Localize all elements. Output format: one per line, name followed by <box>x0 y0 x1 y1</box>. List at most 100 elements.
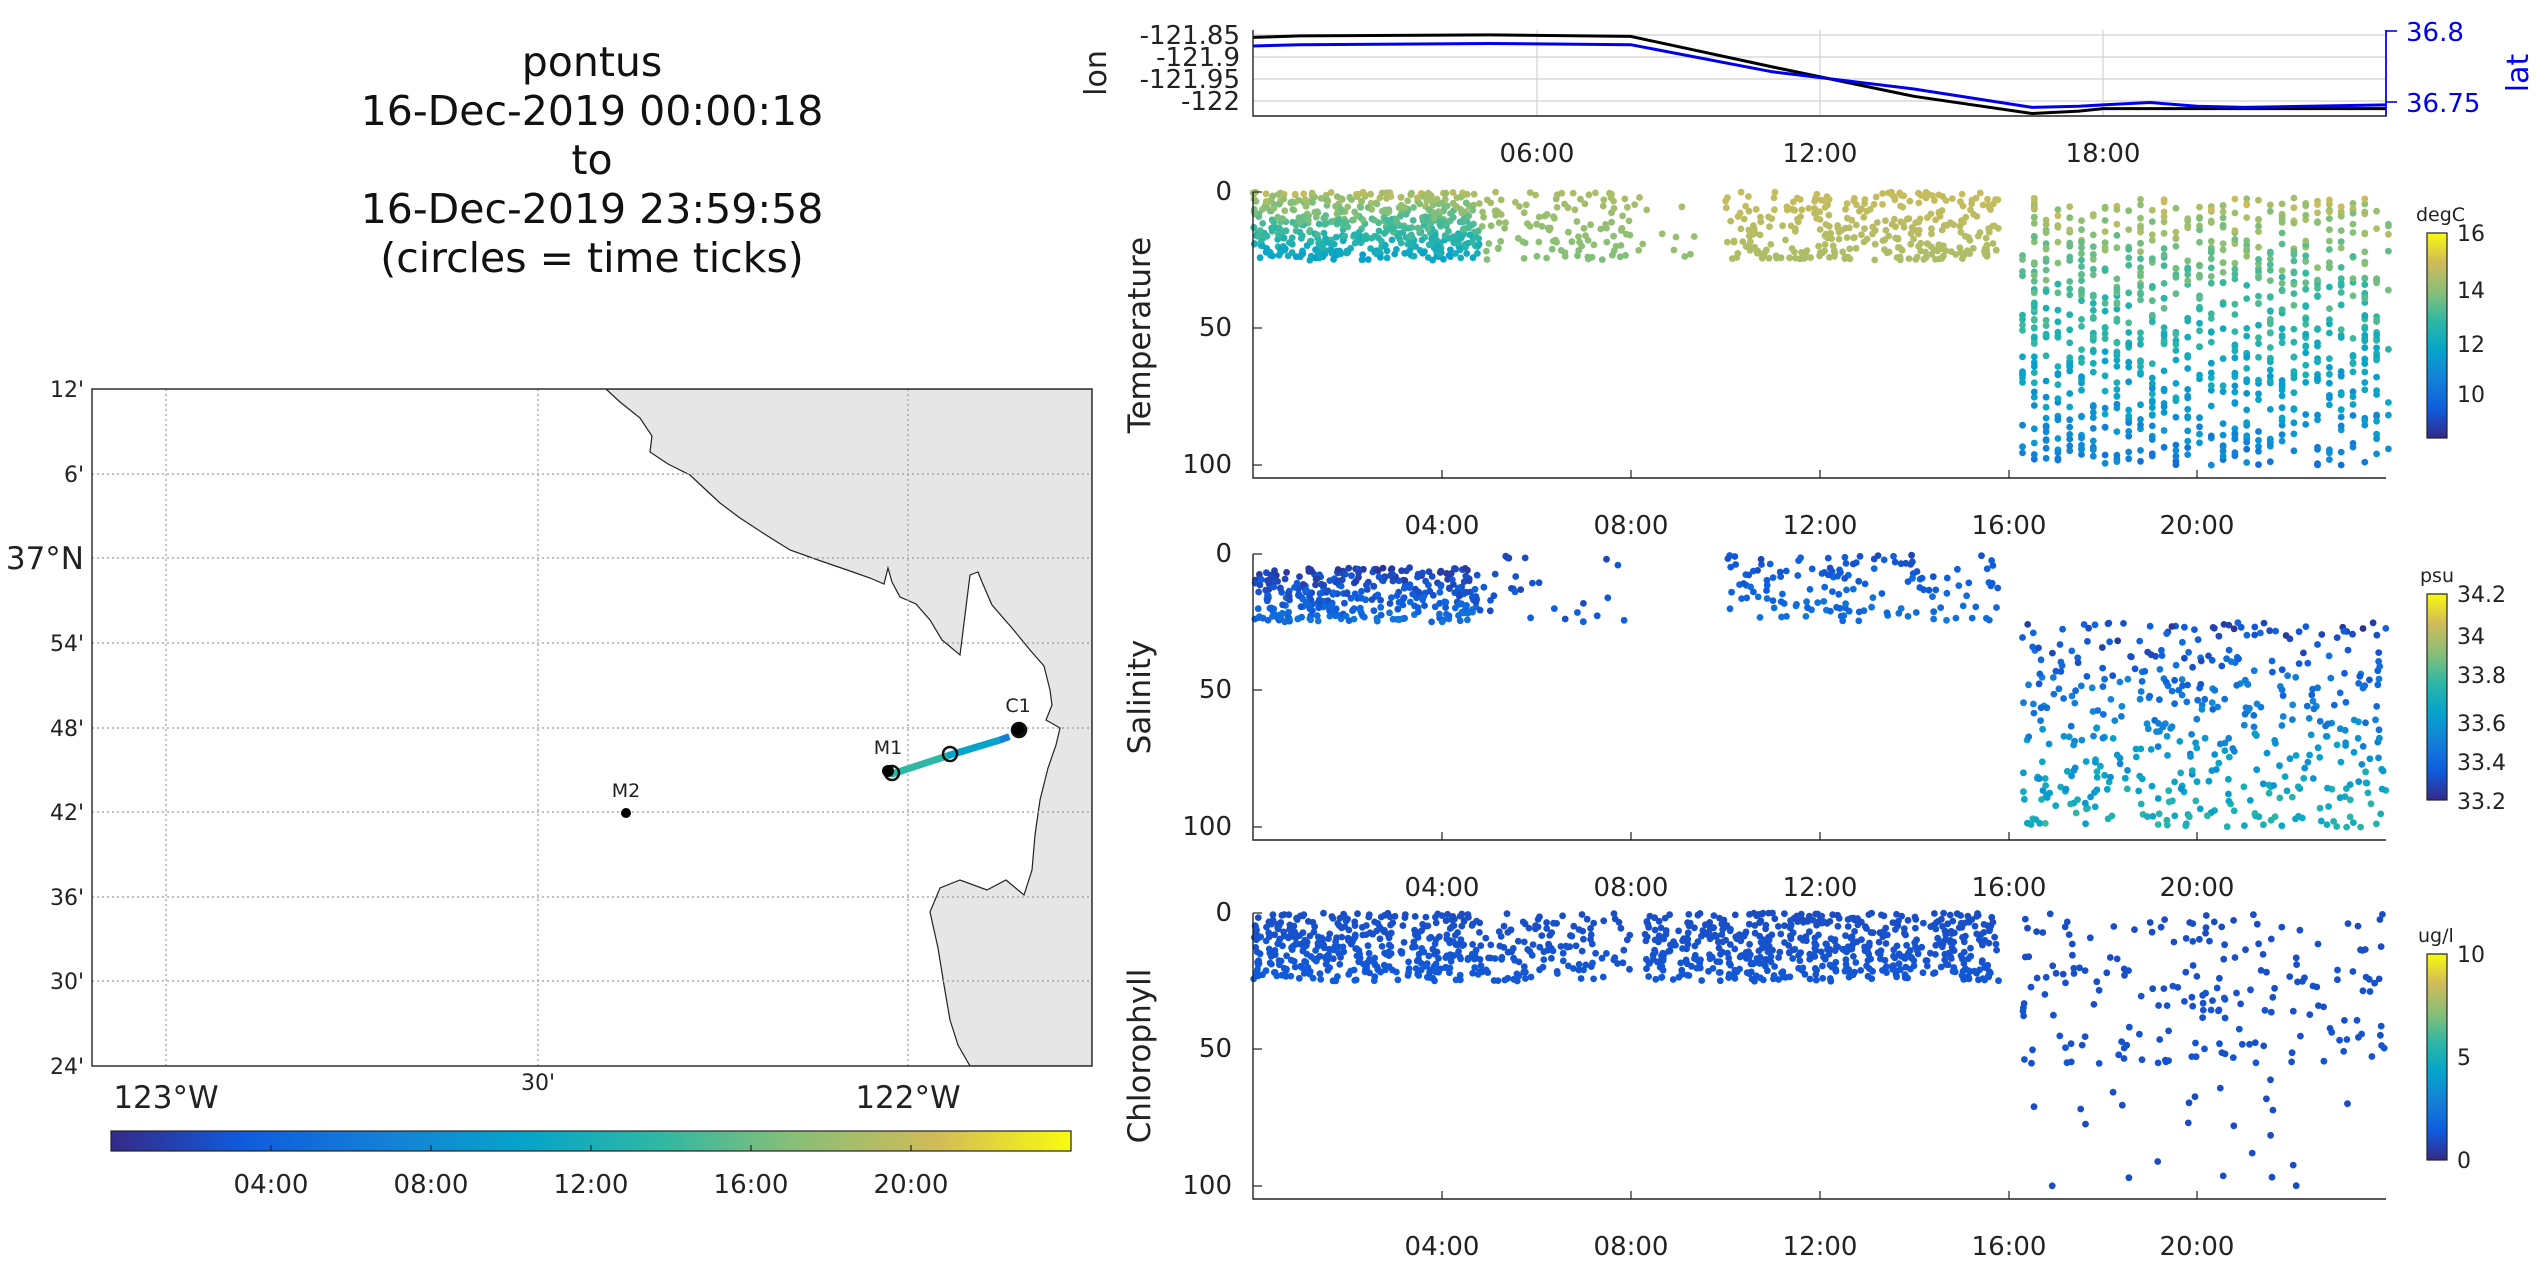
data-point <box>2109 672 2117 680</box>
data-point <box>1658 230 1666 238</box>
data-point <box>2137 340 2144 348</box>
data-point <box>1952 251 1960 258</box>
data-point <box>2294 783 2302 791</box>
data-point <box>1985 972 1992 980</box>
data-point <box>1899 220 1907 227</box>
data-point <box>1787 921 1795 929</box>
data-point <box>2209 624 2217 631</box>
data-point <box>2207 219 2215 226</box>
data-point <box>2036 670 2044 678</box>
data-point <box>2337 406 2345 414</box>
data-point <box>1796 957 1804 965</box>
data-point <box>1890 193 1898 201</box>
data-point <box>1270 218 1278 226</box>
data-point <box>1949 968 1957 975</box>
data-point <box>1842 956 1850 964</box>
data-point <box>1334 920 1342 927</box>
data-point <box>1435 955 1442 962</box>
data-point <box>1383 254 1391 262</box>
data-point <box>1401 225 1409 232</box>
data-point <box>2330 701 2338 709</box>
data-point <box>2288 1058 2296 1066</box>
data-point <box>2184 266 2192 274</box>
data-point <box>2138 1056 2146 1064</box>
data-point <box>1623 936 1631 944</box>
data-point <box>2030 369 2038 376</box>
data-point <box>1352 976 1360 984</box>
data-point <box>2218 923 2226 931</box>
data-point <box>2326 215 2333 223</box>
data-point <box>2196 226 2203 234</box>
data-point <box>2081 1033 2089 1040</box>
data-point <box>1254 914 1262 921</box>
data-point <box>1505 554 1512 562</box>
data-point <box>1548 954 1555 962</box>
data-point <box>2137 264 2144 272</box>
data-point <box>2042 245 2050 253</box>
data-point <box>2326 364 2333 371</box>
time-colorbar: 04:00 08:00 12:00 16:00 20:00 <box>110 1130 1072 1200</box>
data-point <box>1733 968 1741 976</box>
data-point <box>1841 255 1849 262</box>
data-point <box>1920 586 1927 594</box>
data-point <box>1985 225 1993 233</box>
data-point <box>2205 652 2212 660</box>
data-point <box>2238 1040 2246 1048</box>
data-point <box>2235 1025 2243 1033</box>
data-point <box>2350 748 2358 756</box>
data-point <box>2137 296 2144 304</box>
data-point <box>2120 620 2127 627</box>
data-point <box>1370 607 1378 615</box>
time-tick-circle <box>941 745 959 763</box>
data-point <box>1771 915 1779 923</box>
data-point <box>1988 579 1996 587</box>
data-point <box>1806 975 1814 983</box>
data-point <box>1829 242 1837 250</box>
data-point <box>2237 623 2245 631</box>
data-point <box>2290 219 2298 227</box>
salinity-colorbar-unit: psu <box>2420 565 2454 587</box>
data-point <box>1313 208 1321 216</box>
data-point <box>2266 627 2274 635</box>
data-point <box>1278 609 1286 617</box>
data-point <box>1847 934 1854 942</box>
data-point <box>1740 580 1748 587</box>
data-point <box>1267 604 1275 612</box>
salinity-x-tick: 16:00 <box>1972 873 2047 903</box>
data-point <box>1358 594 1365 602</box>
data-point <box>1480 213 1487 221</box>
data-point <box>1706 955 1714 963</box>
data-point <box>1300 190 1308 198</box>
data-point <box>2346 813 2354 821</box>
data-point <box>1368 596 1376 603</box>
temperature-y-tick: 50 <box>1199 313 1232 343</box>
data-point <box>1393 246 1400 253</box>
data-point <box>1395 616 1403 624</box>
data-point <box>1747 583 1754 591</box>
data-point <box>2076 964 2083 972</box>
data-point <box>2349 368 2357 376</box>
data-point <box>2091 789 2098 796</box>
data-point <box>1942 197 1950 204</box>
data-point <box>2030 451 2038 458</box>
data-point <box>1303 950 1311 958</box>
data-point <box>2101 404 2109 412</box>
data-point <box>1883 609 1891 617</box>
data-point <box>1317 975 1325 983</box>
data-point <box>1422 577 1430 585</box>
data-point <box>1866 205 1874 213</box>
data-point <box>1827 935 1835 943</box>
data-point <box>1878 911 1885 919</box>
data-point <box>1274 191 1282 198</box>
data-point <box>2361 417 2369 424</box>
data-point <box>2225 797 2233 805</box>
data-point <box>1552 195 1560 203</box>
data-point <box>2113 339 2121 347</box>
data-point <box>2107 696 2115 703</box>
data-point <box>2054 223 2062 231</box>
data-point <box>1719 938 1726 946</box>
data-point <box>1681 253 1689 260</box>
data-point <box>1469 238 1476 246</box>
data-point <box>2054 456 2062 464</box>
data-point <box>2314 358 2321 365</box>
